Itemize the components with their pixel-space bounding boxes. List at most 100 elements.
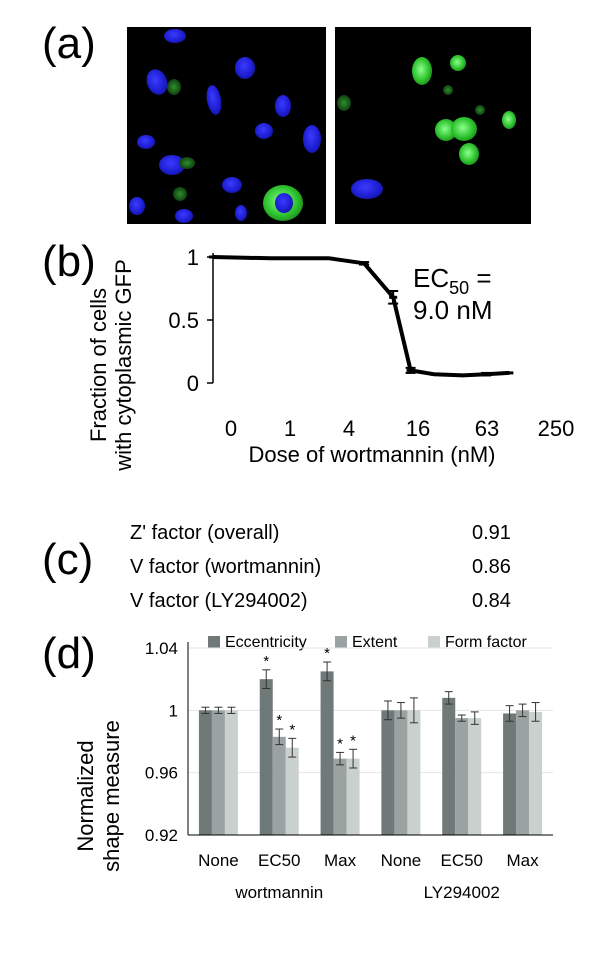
micrograph-treated xyxy=(335,27,531,224)
category-label: None xyxy=(381,851,422,870)
bar xyxy=(516,710,530,835)
x-tick-label: 250 xyxy=(538,416,575,441)
bar xyxy=(272,736,286,835)
y-axis-label-line1: Fraction of cells xyxy=(86,288,111,442)
nucleus-2 xyxy=(164,29,186,43)
y-tick-label: 1 xyxy=(169,701,178,720)
axes xyxy=(187,642,553,836)
ec50-value: 9.0 nM xyxy=(413,295,493,325)
x-axis-label: Dose of wortmannin (nM) xyxy=(249,442,496,467)
gfp-cell-1 xyxy=(412,57,432,85)
x-tick-label: 0 xyxy=(225,416,237,441)
bar xyxy=(529,711,543,835)
nucleus-8 xyxy=(137,135,155,149)
significance-star: * xyxy=(337,735,343,752)
significance-star: * xyxy=(324,645,330,662)
legend: Eccentricity Extent Form factor xyxy=(208,634,527,651)
nucleus-9 xyxy=(159,155,185,175)
nucleus-t1 xyxy=(351,179,383,199)
gfp-cell-3 xyxy=(337,95,351,111)
nucleus-7 xyxy=(255,123,273,139)
x-tick-label: 4 xyxy=(343,416,355,441)
gfp-cell-8 xyxy=(475,105,485,115)
bar xyxy=(381,710,395,835)
gfp-cell-7 xyxy=(502,111,516,129)
bars: * * * * * * xyxy=(198,645,543,835)
y-tick-label: 1.04 xyxy=(145,639,178,658)
nucleus-1 xyxy=(143,66,171,98)
nucleus-3 xyxy=(204,84,224,116)
x-tick-label: 1 xyxy=(284,416,296,441)
stat-value: 0.86 xyxy=(472,556,511,578)
cytoplasm-3 xyxy=(173,187,187,201)
stat-value: 0.91 xyxy=(472,522,511,544)
nucleus-10 xyxy=(222,177,242,193)
gfp-cell-5 xyxy=(451,117,477,141)
y-tick-label: 0.96 xyxy=(145,764,178,783)
nucleus-5 xyxy=(275,95,291,117)
nucleus-6 xyxy=(303,125,321,153)
x-tick-label: 63 xyxy=(475,416,499,441)
bar xyxy=(394,710,408,835)
y-axis-label: Fraction of cells with cytoplasmic GFP xyxy=(86,259,136,472)
ec50-eq: = xyxy=(469,263,491,293)
y-tick-label: 0.92 xyxy=(145,826,178,845)
category-label: Max xyxy=(507,851,540,870)
nucleus-14 xyxy=(275,193,293,213)
bar xyxy=(442,697,456,835)
category-label: None xyxy=(198,851,239,870)
y-axis-label-line1: Normalized xyxy=(73,740,98,851)
y-axis-label-line2: shape measure xyxy=(99,720,124,872)
nucleus-13 xyxy=(235,205,247,221)
legend-swatch xyxy=(335,636,347,648)
bar xyxy=(320,671,334,835)
series-line xyxy=(209,255,514,378)
micrograph-control xyxy=(127,27,326,224)
bar xyxy=(285,747,299,835)
cytoplasm-2 xyxy=(179,157,195,169)
stat-label: V factor (LY294002) xyxy=(130,590,308,612)
panel-label-c: (c) xyxy=(42,535,94,584)
panel-label-b: (b) xyxy=(42,237,96,286)
bar xyxy=(346,758,360,835)
legend-swatch xyxy=(428,636,440,648)
y-axis-label-line2: with cytoplasmic GFP xyxy=(111,259,136,472)
bar xyxy=(224,710,238,835)
panel-label-d: (d) xyxy=(42,629,96,678)
significance-star: * xyxy=(276,712,282,729)
dose-response-line xyxy=(212,255,510,378)
legend-label: Extent xyxy=(352,634,398,651)
y-ticks: 00.51 xyxy=(168,245,213,396)
group-label: wortmannin xyxy=(234,883,323,902)
y-tick-label: 0.5 xyxy=(168,308,199,333)
significance-star: * xyxy=(350,732,356,749)
y-tick-label: 0 xyxy=(187,371,199,396)
shape-measure-chart: Normalized shape measure Eccentricity Ext… xyxy=(73,634,553,902)
cytoplasm-1 xyxy=(167,79,181,95)
bar xyxy=(198,710,212,835)
bar xyxy=(468,718,482,835)
legend-label: Eccentricity xyxy=(225,634,307,651)
nucleus-11 xyxy=(129,197,145,215)
legend-swatch xyxy=(208,636,220,648)
bar xyxy=(407,710,421,835)
category-label: EC50 xyxy=(440,851,483,870)
stat-label: V factor (wortmannin) xyxy=(130,556,322,578)
group-label: LY294002 xyxy=(424,883,500,902)
significance-star: * xyxy=(289,721,295,738)
stat-label: Z' factor (overall) xyxy=(130,522,280,544)
panel-label-a: (a) xyxy=(42,19,96,68)
nucleus-12 xyxy=(175,209,193,223)
y-tick-label: 1 xyxy=(187,245,199,270)
gfp-cell-2 xyxy=(450,55,466,71)
bar xyxy=(455,718,469,835)
ec50-sub: 50 xyxy=(449,278,469,298)
ec50-ec: EC xyxy=(413,263,449,293)
legend-label: Form factor xyxy=(445,634,527,651)
bar xyxy=(333,758,347,835)
x-ticks: 0 1 4 16 63 250 xyxy=(225,416,574,441)
bar xyxy=(259,679,273,835)
bar xyxy=(503,713,517,835)
significance-star: * xyxy=(263,653,269,670)
gfp-cell-9 xyxy=(443,85,453,95)
